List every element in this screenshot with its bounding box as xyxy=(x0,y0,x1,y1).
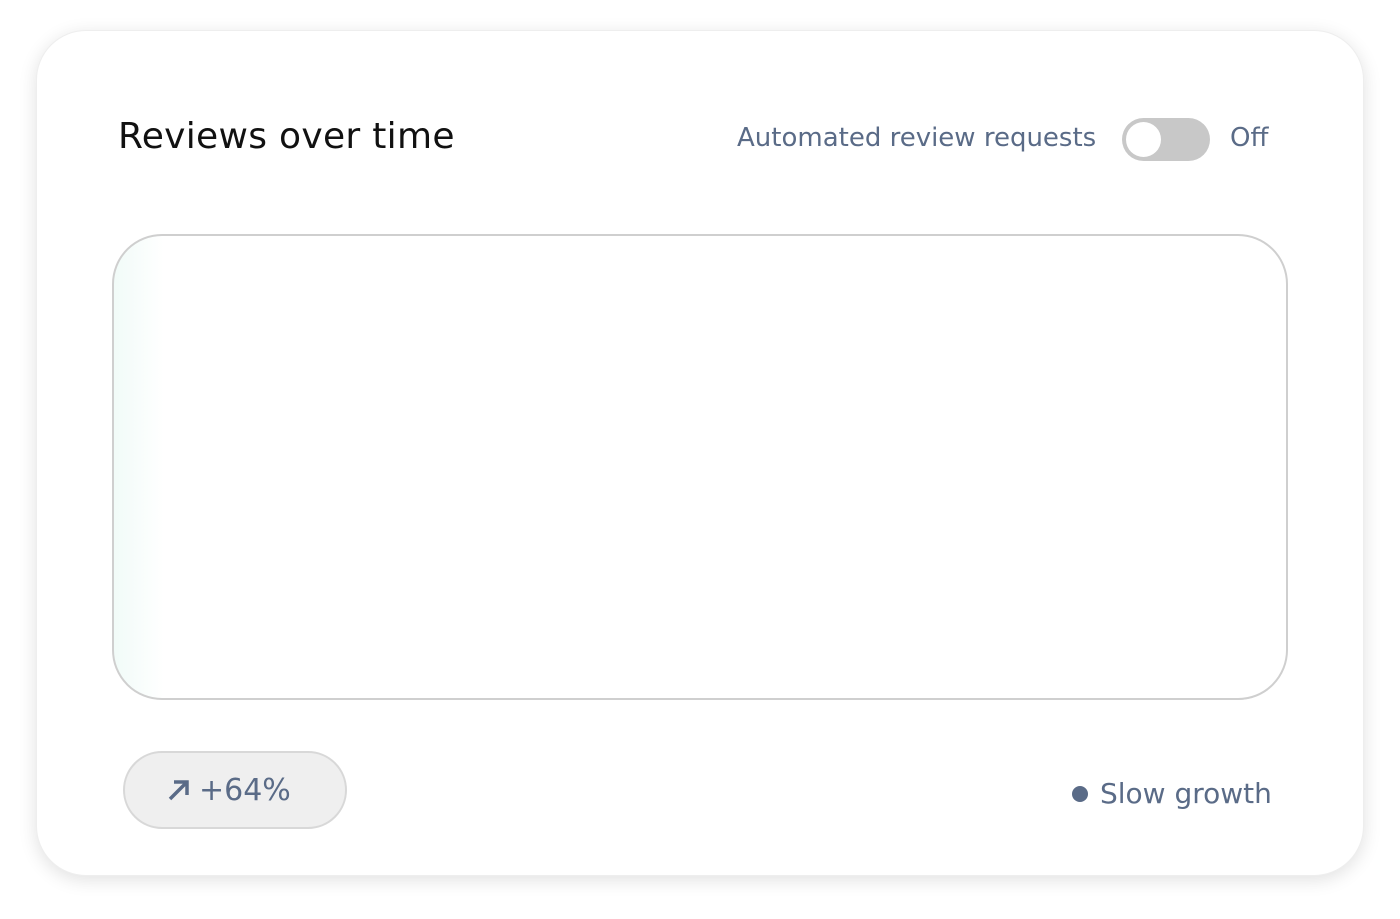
legend-dot xyxy=(1072,785,1088,802)
growth-badge: +64% xyxy=(123,751,347,829)
toggle-knob xyxy=(1126,122,1161,157)
toggle-label: Automated review requests xyxy=(737,123,1097,153)
toggle-state: Off xyxy=(1230,123,1269,153)
chart-frame xyxy=(112,234,1288,700)
automated-review-toggle[interactable] xyxy=(1122,118,1210,161)
legend: Slow growth xyxy=(1072,777,1272,810)
arrow-up-right-icon xyxy=(168,780,189,801)
card-title: Reviews over time xyxy=(118,116,455,157)
growth-value: +64% xyxy=(199,772,291,808)
legend-label: Slow growth xyxy=(1100,777,1272,810)
